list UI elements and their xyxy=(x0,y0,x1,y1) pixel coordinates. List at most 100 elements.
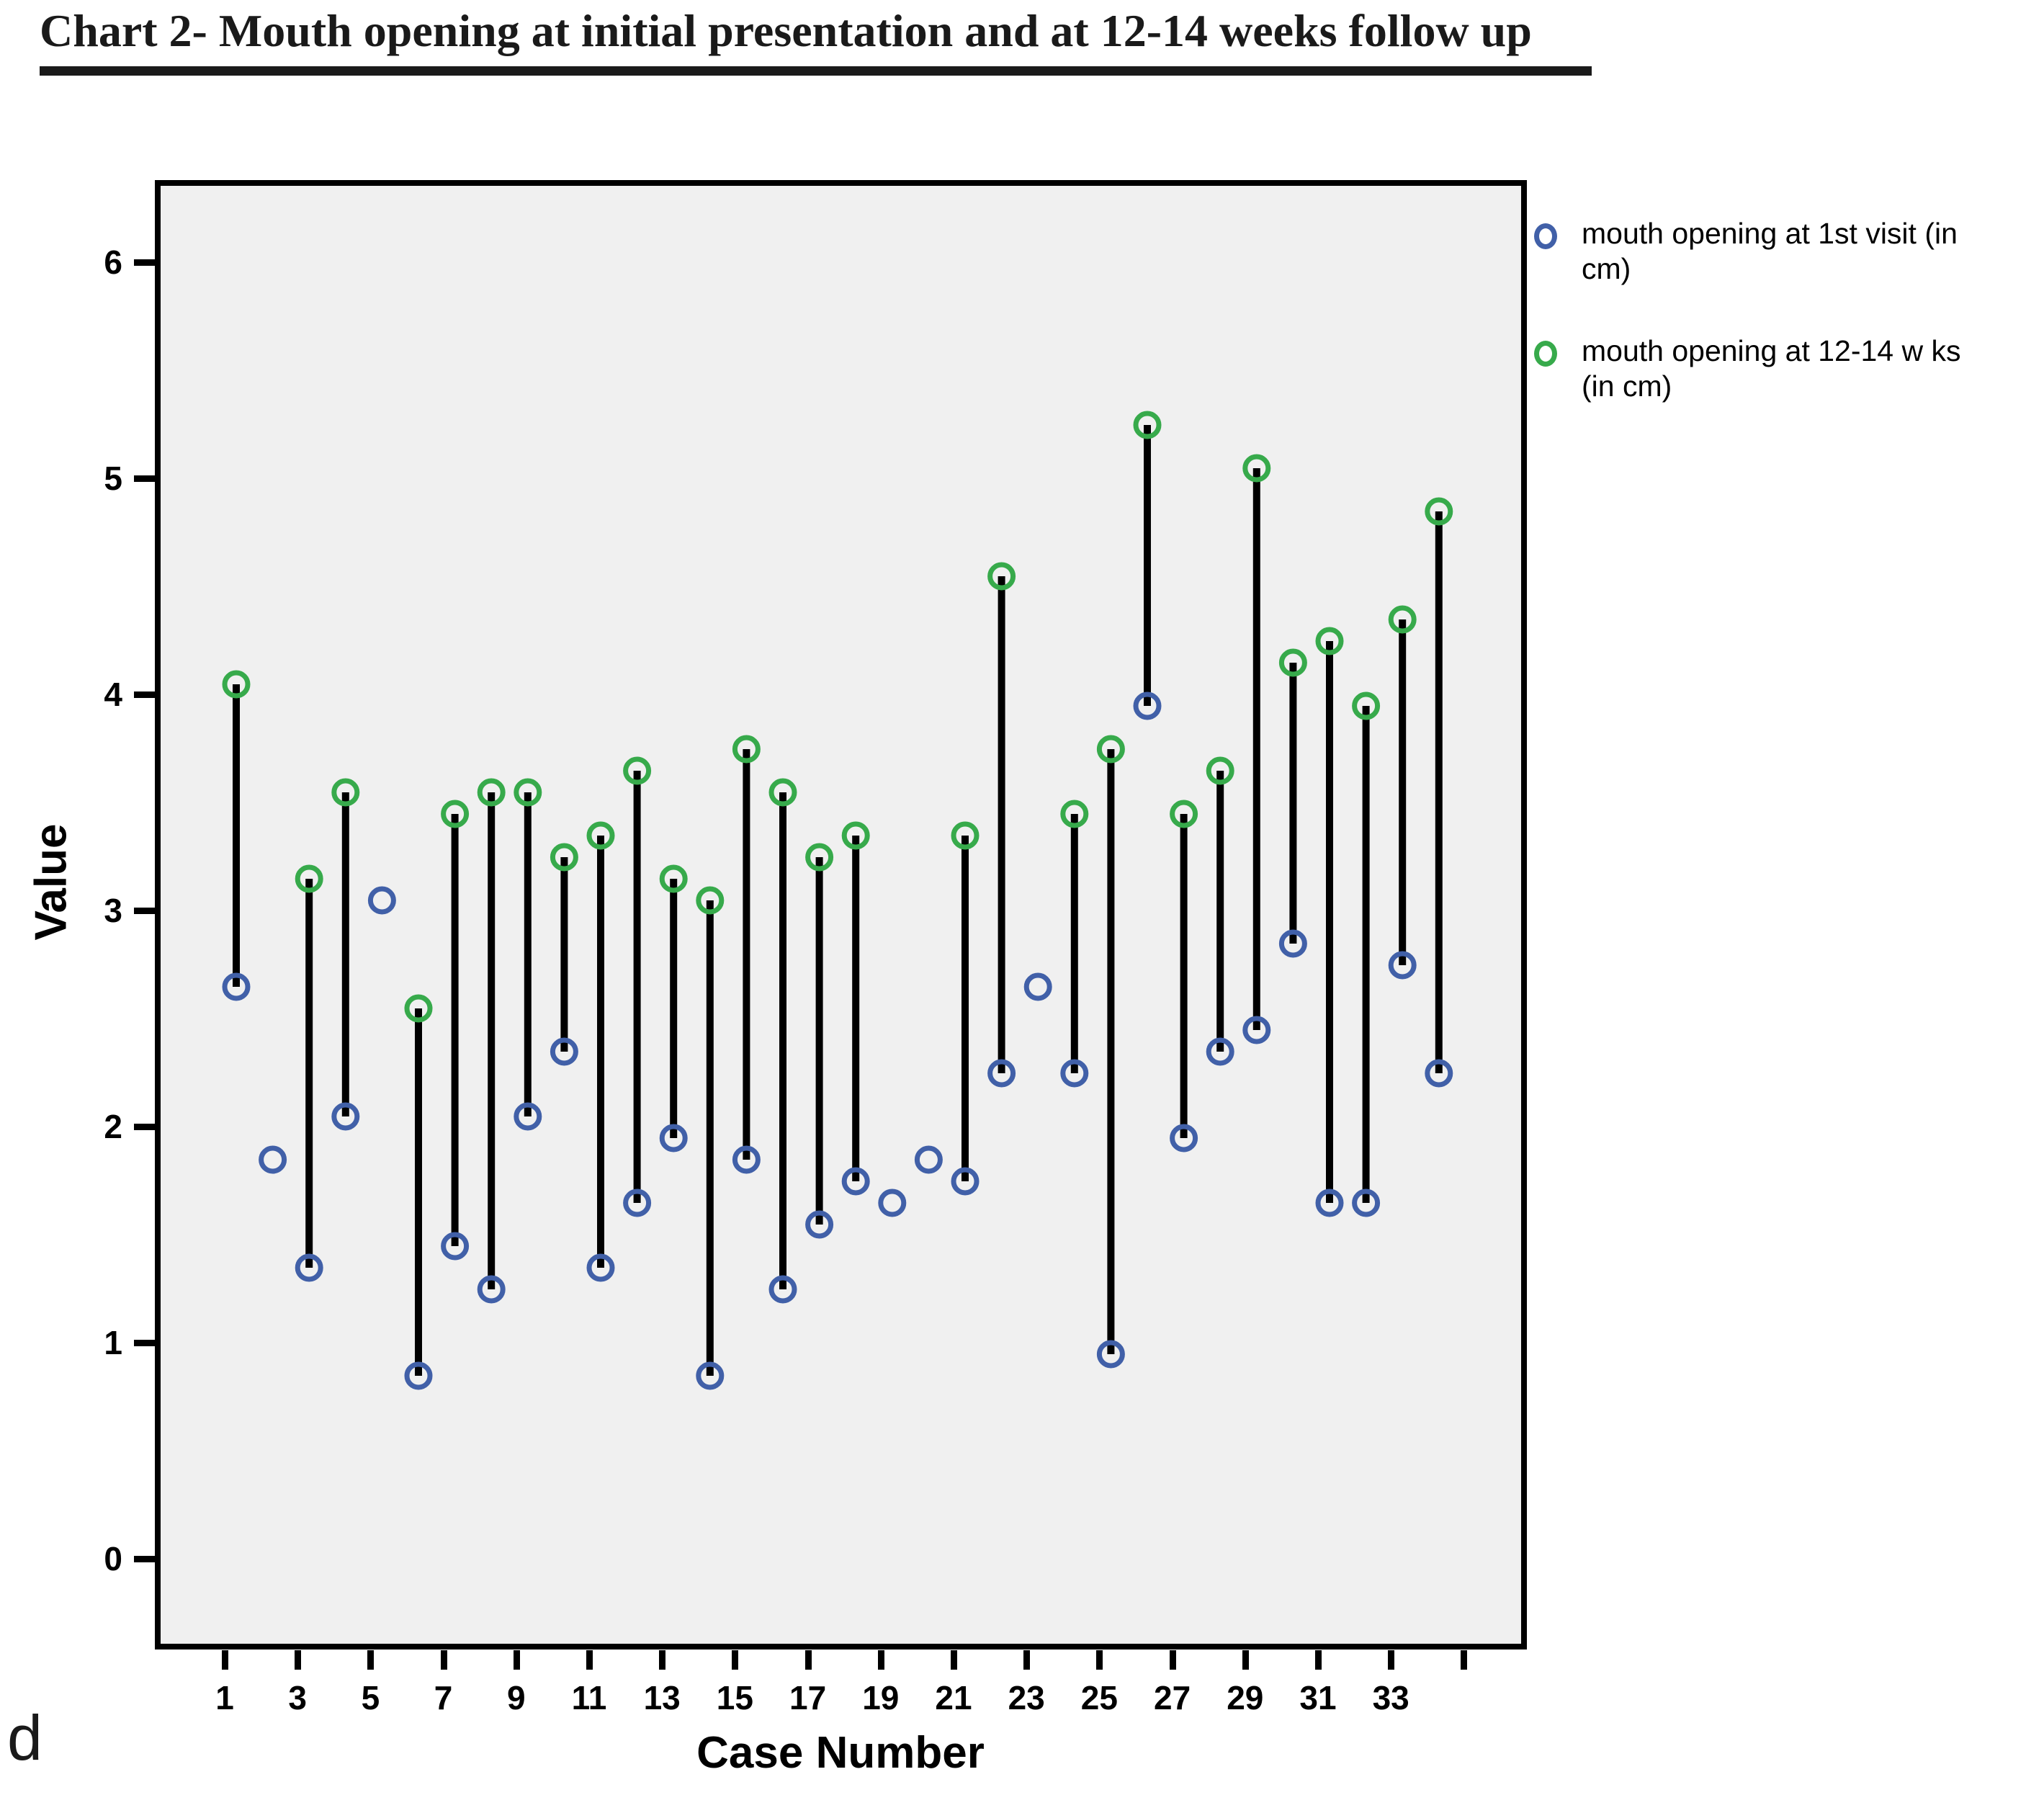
y-tick xyxy=(134,691,156,698)
data-point-followup xyxy=(1096,735,1125,764)
data-point-first-visit xyxy=(841,1167,870,1196)
plot-area xyxy=(155,180,1527,1649)
data-point-first-visit xyxy=(987,1059,1016,1088)
x-tick xyxy=(1169,1650,1176,1670)
x-tick xyxy=(951,1650,957,1670)
data-point-first-visit xyxy=(1060,1059,1089,1088)
data-point-first-visit xyxy=(295,1253,323,1282)
y-tick xyxy=(134,1124,156,1130)
x-tick-label: 3 xyxy=(288,1679,307,1716)
first-visit-circle-icon xyxy=(1534,223,1557,249)
data-point-first-visit xyxy=(696,1361,725,1390)
followup-circle-icon xyxy=(1534,341,1557,367)
data-point-first-visit xyxy=(878,1189,907,1217)
x-tick xyxy=(1461,1650,1468,1670)
data-point-first-visit xyxy=(1242,1016,1271,1044)
x-tick-label: 23 xyxy=(1008,1679,1045,1716)
data-point-first-visit xyxy=(623,1189,652,1217)
data-point-first-visit xyxy=(1096,1340,1125,1369)
x-tick xyxy=(586,1650,593,1670)
x-tick-label: 17 xyxy=(789,1679,827,1716)
data-point-followup xyxy=(441,800,470,828)
data-point-first-visit xyxy=(951,1167,980,1196)
data-point-first-visit xyxy=(514,1102,542,1131)
data-point-first-visit xyxy=(550,1037,578,1066)
data-point-followup xyxy=(1315,627,1344,655)
data-point-followup xyxy=(1352,691,1381,720)
data-point-first-visit xyxy=(259,1145,287,1174)
data-point-followup xyxy=(1425,497,1453,526)
data-point-followup xyxy=(477,778,506,807)
x-tick-label: 9 xyxy=(507,1679,526,1716)
x-tick-label: 29 xyxy=(1227,1679,1264,1716)
x-tick xyxy=(732,1650,739,1670)
y-tick-label: 5 xyxy=(104,460,122,497)
data-point-first-visit xyxy=(367,886,396,915)
data-point-followup xyxy=(295,864,323,893)
data-point-followup xyxy=(951,821,980,850)
legend-label-followup: mouth opening at 12-14 w ks (in cm) xyxy=(1582,334,1961,403)
data-point-followup xyxy=(550,843,578,872)
data-point-followup xyxy=(1388,605,1417,634)
x-tick-label: 31 xyxy=(1299,1679,1337,1716)
y-axis-title: Value xyxy=(26,823,76,941)
x-tick-label: 19 xyxy=(862,1679,900,1716)
x-tick-label: 33 xyxy=(1372,1679,1409,1716)
data-point-first-visit xyxy=(732,1145,761,1174)
data-point-followup xyxy=(768,778,797,807)
x-tick-label: 15 xyxy=(716,1679,753,1716)
data-point-followup xyxy=(696,886,725,915)
data-point-followup xyxy=(514,778,542,807)
data-point-first-visit xyxy=(805,1210,834,1239)
y-tick xyxy=(134,1340,156,1346)
data-point-first-visit xyxy=(404,1361,433,1390)
data-point-followup xyxy=(805,843,834,872)
title-underline xyxy=(40,66,1592,76)
y-tick xyxy=(134,259,156,266)
legend-label-first-visit: mouth opening at 1st visit (in cm) xyxy=(1582,217,1958,285)
data-point-first-visit xyxy=(1206,1037,1234,1066)
y-tick-label: 3 xyxy=(104,892,122,929)
data-point-first-visit xyxy=(1133,691,1162,720)
y-tick-label: 4 xyxy=(104,676,122,713)
data-point-first-visit xyxy=(477,1275,506,1304)
x-tick xyxy=(1242,1650,1249,1670)
y-tick-label: 6 xyxy=(104,243,122,281)
x-tick-label: 5 xyxy=(361,1679,380,1716)
data-point-first-visit xyxy=(914,1145,943,1174)
chart-canvas xyxy=(222,411,1453,1390)
y-tick-label: 2 xyxy=(104,1108,122,1145)
data-point-first-visit xyxy=(1315,1189,1344,1217)
x-tick xyxy=(1023,1650,1031,1670)
x-tick xyxy=(804,1650,812,1670)
x-tick xyxy=(1096,1650,1103,1670)
data-point-first-visit xyxy=(768,1275,797,1304)
footnote-letter: d xyxy=(7,1702,42,1773)
x-tick xyxy=(659,1650,666,1670)
x-tick-label: 27 xyxy=(1154,1679,1191,1716)
x-tick-label: 1 xyxy=(215,1679,234,1716)
data-point-first-visit xyxy=(659,1124,688,1152)
x-tick-label: 11 xyxy=(571,1679,607,1716)
data-point-followup xyxy=(222,670,251,699)
data-point-first-visit xyxy=(222,972,251,1001)
x-tick xyxy=(877,1650,884,1670)
x-tick xyxy=(367,1650,375,1670)
data-point-first-visit xyxy=(586,1253,615,1282)
data-point-followup xyxy=(1278,648,1307,677)
data-point-followup xyxy=(1133,411,1162,439)
x-tick-label: 7 xyxy=(434,1679,453,1716)
data-point-first-visit xyxy=(441,1232,470,1261)
data-point-first-visit xyxy=(1352,1189,1381,1217)
x-tick xyxy=(513,1650,520,1670)
data-point-followup xyxy=(987,562,1016,591)
data-point-followup xyxy=(404,994,433,1023)
data-point-first-visit xyxy=(1278,929,1307,958)
x-tick xyxy=(295,1650,302,1670)
data-point-followup xyxy=(1242,454,1271,483)
x-tick xyxy=(222,1650,228,1670)
y-tick-label: 1 xyxy=(104,1324,122,1361)
data-point-first-visit xyxy=(331,1102,360,1131)
y-tick xyxy=(134,908,156,914)
